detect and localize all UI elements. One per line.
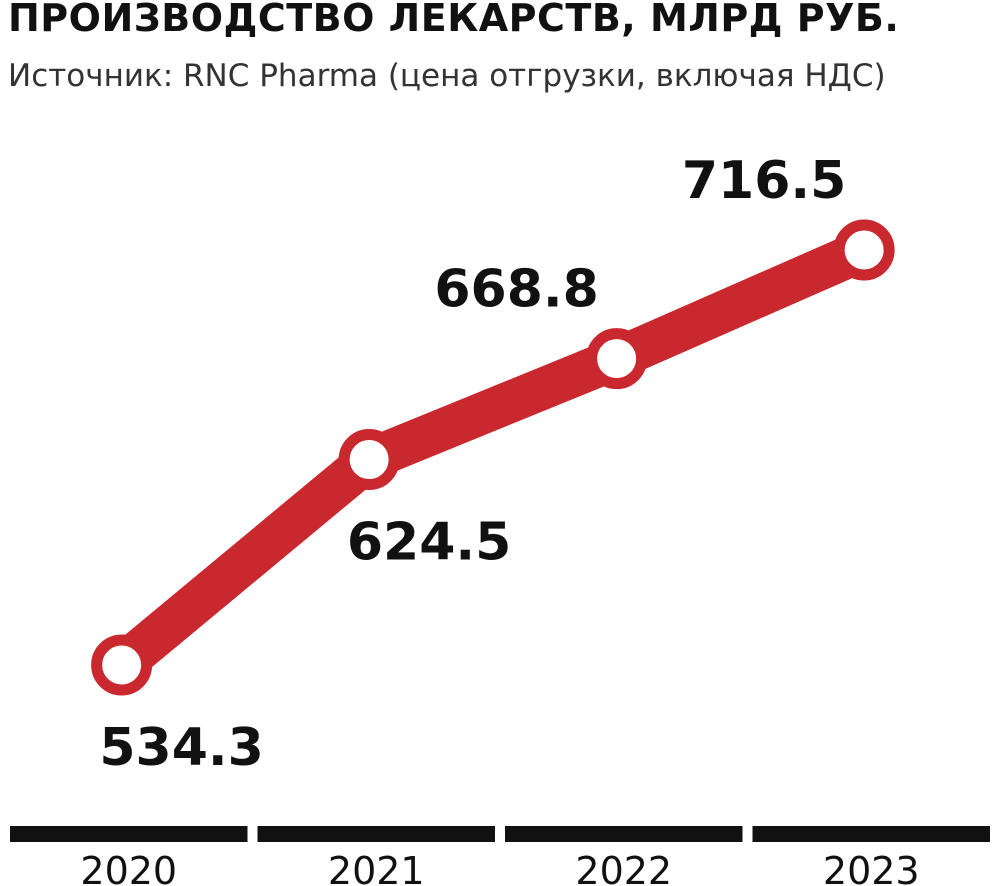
data-label-2021: 624.5 xyxy=(347,513,511,573)
chart-title: ПРОИЗВОДСТВО ЛЕКАРСТВ, МЛРД РУБ. xyxy=(8,0,900,40)
data-label-2020: 534.3 xyxy=(99,718,263,778)
x-tick-label-2022: 2022 xyxy=(575,849,672,886)
x-tick-label-2020: 2020 xyxy=(80,849,177,886)
series-line-layer xyxy=(100,229,886,686)
axis-band-2023 xyxy=(752,826,990,842)
data-point-2022 xyxy=(586,328,648,390)
data-point-2021 xyxy=(338,429,400,491)
data-point-2020 xyxy=(91,634,153,696)
series-line xyxy=(100,229,886,686)
x-tick-label-2021: 2021 xyxy=(328,849,425,886)
markers-layer xyxy=(91,219,895,696)
axis-band-2022 xyxy=(505,826,743,842)
data-label-2023: 716.5 xyxy=(682,151,846,211)
x-axis: 2020 2021 2022 2023 xyxy=(10,826,990,886)
chart-subtitle: Источник: RNC Pharma (цена отгрузки, вкл… xyxy=(8,58,886,94)
value-labels-layer: 534.3 624.5 668.8 716.5 xyxy=(99,151,846,778)
data-label-2022: 668.8 xyxy=(434,260,598,320)
axis-band-2020 xyxy=(10,826,248,842)
data-point-2023 xyxy=(833,219,895,281)
axis-band-2021 xyxy=(257,826,495,842)
x-tick-label-2023: 2023 xyxy=(823,849,920,886)
